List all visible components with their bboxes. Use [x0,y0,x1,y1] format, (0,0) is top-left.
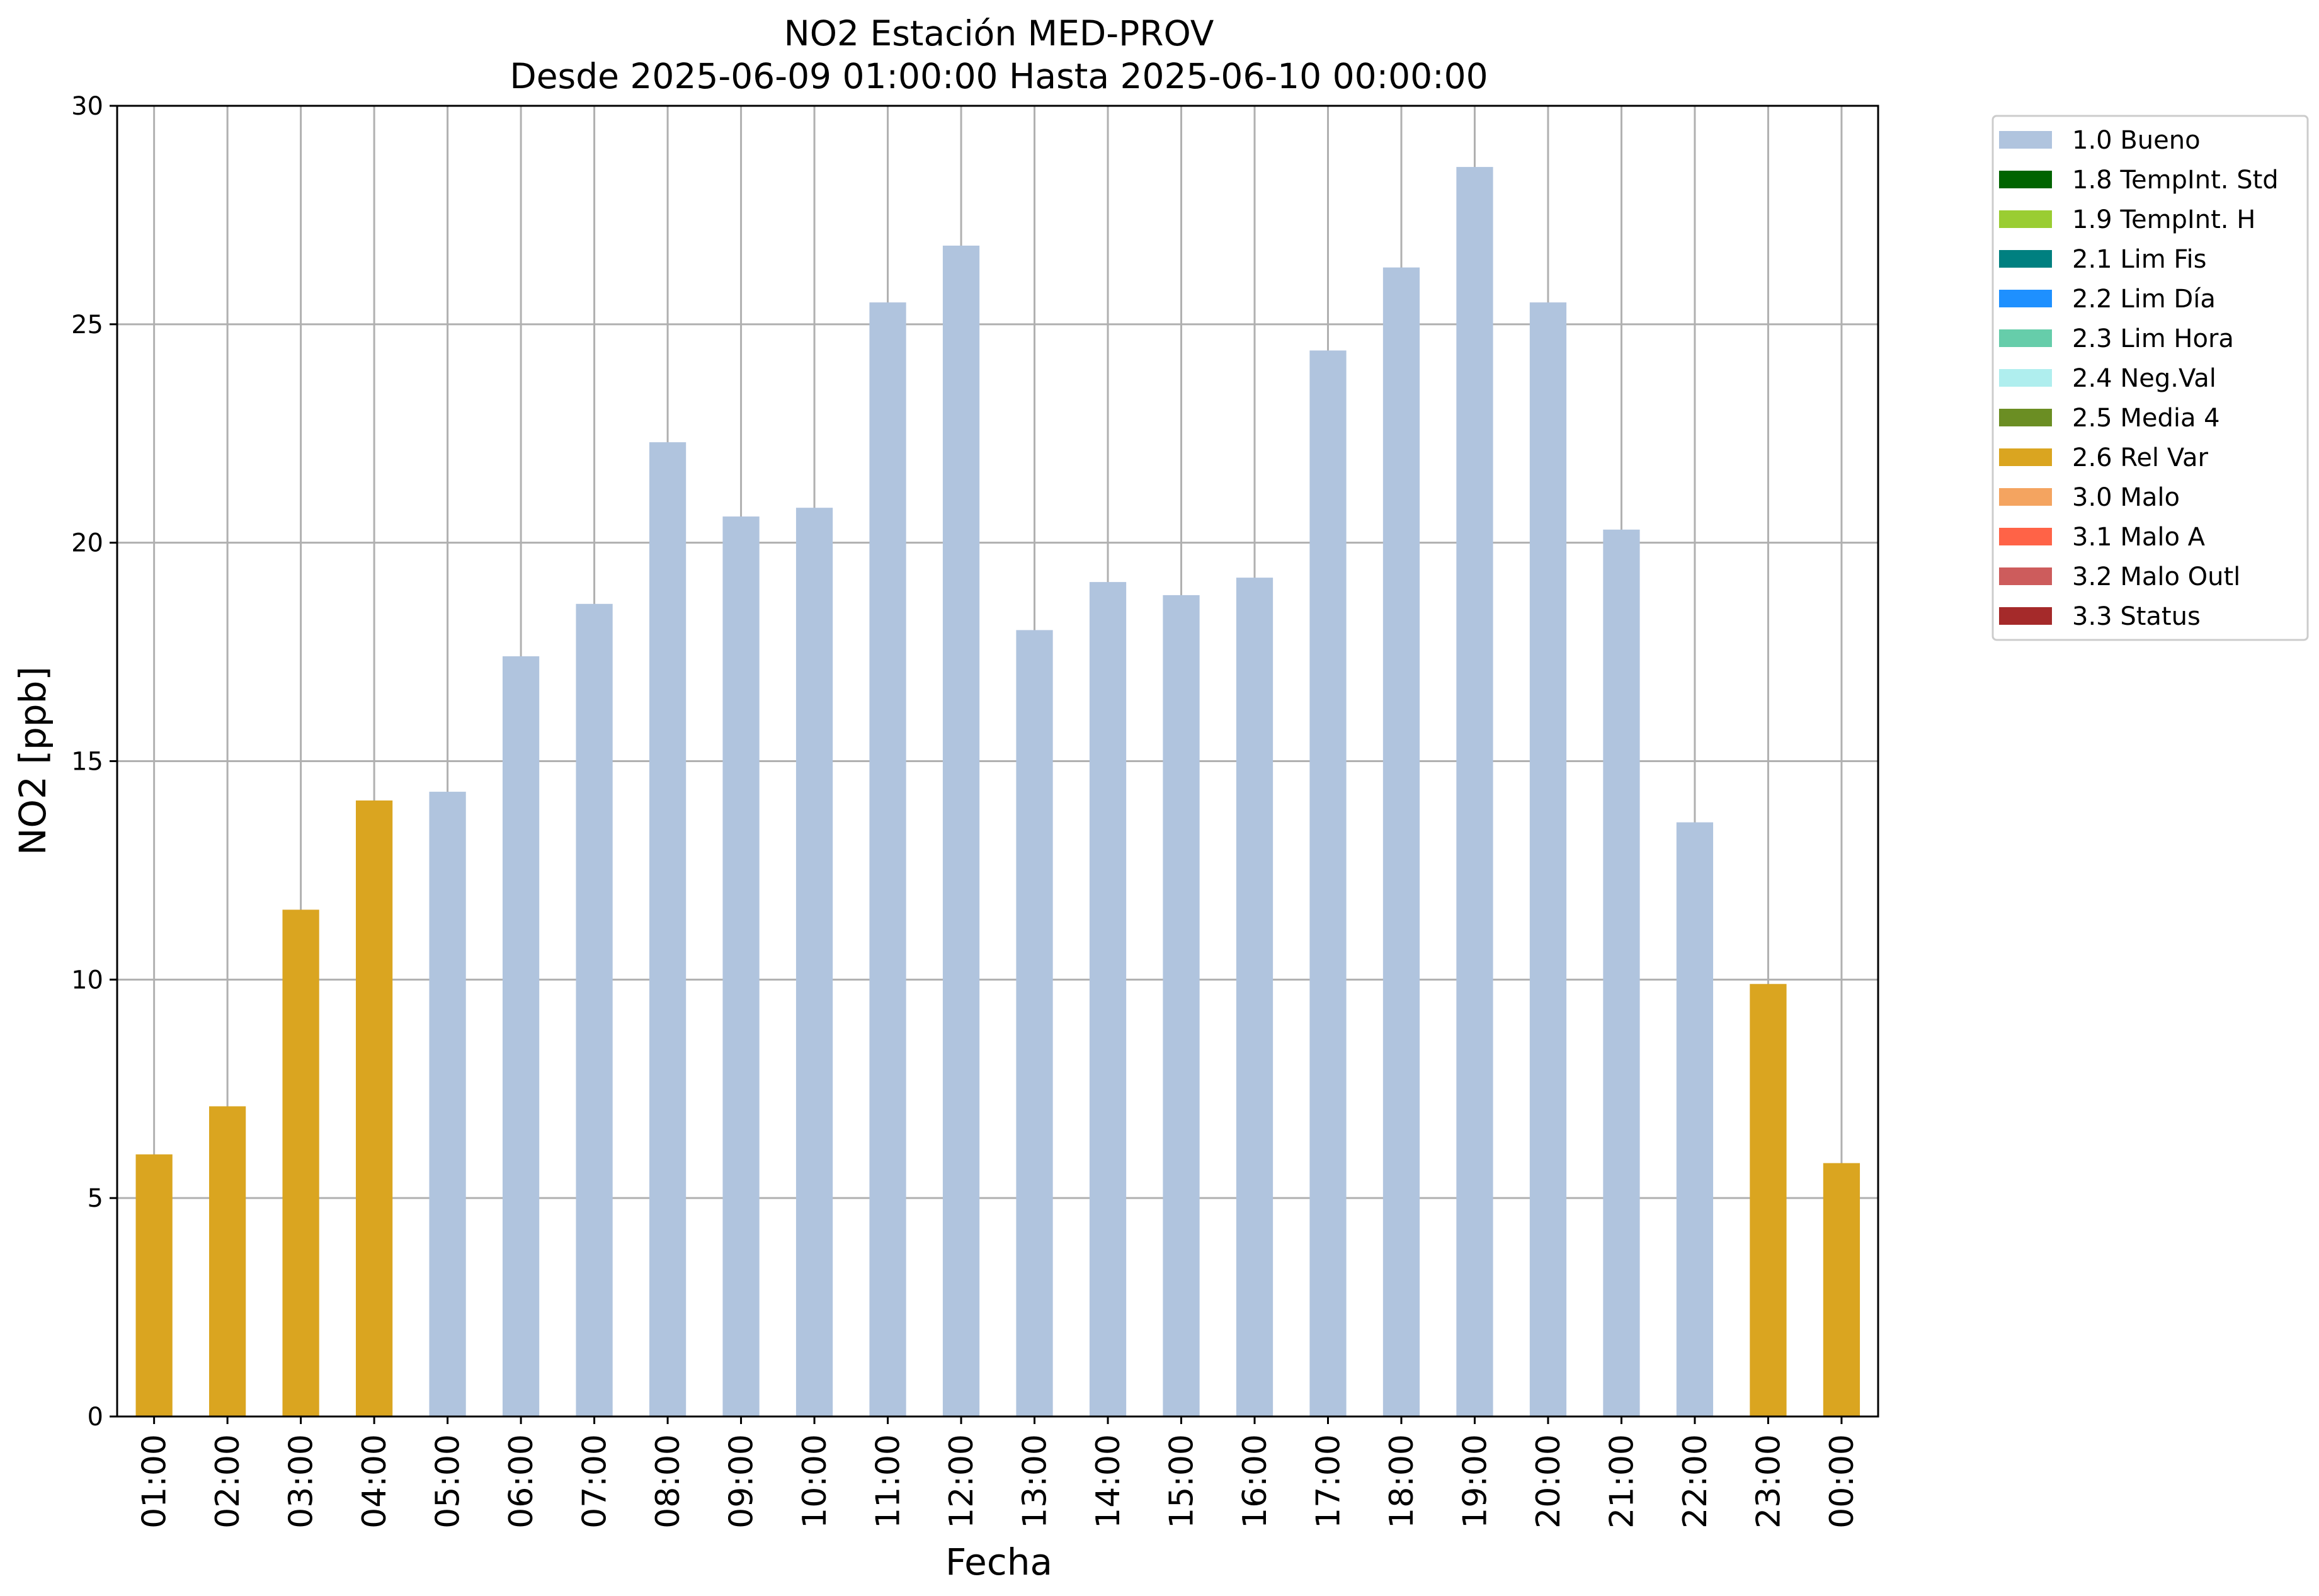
x-tick-label: 10:00 [796,1434,834,1529]
bar-1900 [1456,167,1493,1417]
x-tick-label: 07:00 [576,1434,614,1529]
x-tick-label: 06:00 [503,1434,540,1529]
legend-swatch [1999,329,2052,347]
legend-swatch [1999,131,2052,149]
legend-swatch [1999,409,2052,426]
legend-swatch [1999,528,2052,545]
bar-1300 [1016,630,1053,1416]
x-tick-label: 02:00 [209,1434,247,1529]
chart-title: NO2 Estación MED-PROV [784,13,1214,54]
x-tick-label: 14:00 [1090,1434,1127,1529]
x-tick-label: 01:00 [136,1434,174,1529]
bar-0200 [209,1106,246,1416]
bar-2300 [1750,984,1787,1416]
bar-series [135,167,1860,1417]
x-tick-label: 04:00 [356,1434,394,1529]
x-tick-label: 03:00 [283,1434,321,1529]
y-axis-ticks: 0 5 10 15 20 25 30 [71,92,117,1432]
y-tick-label: 25 [71,311,103,339]
legend-label: 3.0 Malo [2072,483,2180,512]
bar-0100 [135,1154,173,1416]
x-tick-label: 11:00 [870,1434,908,1529]
legend-swatch [1999,567,2052,585]
x-axis-label: Fecha [945,1541,1052,1583]
x-tick-label: 18:00 [1383,1434,1421,1529]
legend-label: 2.2 Lim Día [2072,285,2216,314]
legend-label: 2.6 Rel Var [2072,443,2209,472]
x-tick-label: 08:00 [649,1434,687,1529]
bar-2200 [1676,822,1714,1416]
legend-label: 1.9 TempInt. H [2072,205,2255,234]
y-tick-label: 5 [88,1184,103,1213]
y-tick-label: 15 [71,748,103,777]
bar-2100 [1603,529,1640,1416]
bar-1100 [869,302,906,1416]
bar-1700 [1309,350,1347,1416]
y-tick-label: 30 [71,92,103,121]
x-tick-label: 19:00 [1456,1434,1494,1529]
legend-label: 2.3 Lim Hora [2072,324,2234,353]
y-axis-label: NO2 [ppb] [11,666,54,855]
legend-swatch [1999,250,2052,268]
legend-label: 3.3 Status [2072,602,2201,631]
bar-0400 [355,800,393,1416]
bar-1200 [942,245,980,1416]
legend-frame [1991,115,2309,641]
x-tick-label: 05:00 [430,1434,467,1529]
x-tick-label: 13:00 [1017,1434,1054,1529]
x-tick-label: 00:00 [1823,1434,1861,1529]
legend-items: 1.0 Bueno 1.8 TempInt. Std 1.9 TempInt. H 2… [1999,126,2279,631]
legend-label: 3.1 Malo A [2072,523,2206,552]
y-tick-label: 10 [71,966,103,995]
x-tick-label: 09:00 [723,1434,761,1529]
bar-0700 [576,603,613,1416]
bar-1000 [795,508,833,1416]
x-tick-label: 22:00 [1677,1434,1714,1529]
legend-label: 2.1 Lim Fis [2072,245,2206,274]
legend-swatch [1999,290,2052,307]
legend-swatch [1999,369,2052,387]
legend-label: 2.5 Media 4 [2072,404,2220,433]
bar-0000 [1823,1163,1860,1416]
legend-label: 2.4 Neg.Val [2072,364,2216,393]
bar-0300 [282,909,319,1416]
x-tick-label: 12:00 [943,1434,981,1529]
legend-swatch [1999,448,2052,466]
legend-label: 1.0 Bueno [2072,126,2201,155]
x-tick-label: 21:00 [1603,1434,1641,1529]
legend-label: 1.8 TempInt. Std [2072,166,2279,195]
legend-swatch [1999,210,2052,228]
x-axis-ticks: 01:00 02:00 03:00 04:00 05:00 06:00 07:00 08:00… [136,1416,1861,1529]
x-tick-label: 23:00 [1750,1434,1787,1529]
bar-0900 [722,516,760,1417]
legend-label: 3.2 Malo Outl [2072,562,2240,591]
bar-0800 [649,442,687,1417]
legend-swatch [1999,488,2052,506]
x-tick-label: 16:00 [1236,1434,1274,1529]
chart-subtitle: Desde 2025-06-09 01:00:00 Hasta 2025-06-… [510,56,1488,96]
bar-1400 [1089,582,1127,1416]
x-tick-label: 15:00 [1163,1434,1201,1529]
y-tick-label: 20 [71,529,103,558]
legend-swatch [1999,607,2052,625]
legend-swatch [1999,171,2052,188]
bar-1600 [1236,578,1273,1417]
bar-2000 [1529,302,1567,1416]
bar-0500 [429,792,466,1416]
bar-0600 [502,656,540,1416]
bar-1500 [1163,595,1200,1416]
x-tick-label: 17:00 [1309,1434,1347,1529]
y-tick-label: 0 [88,1403,103,1432]
x-tick-label: 20:00 [1530,1434,1568,1529]
legend: 1.0 Bueno 1.8 TempInt. Std 1.9 TempInt. H 2… [1991,115,2309,641]
bar-1800 [1382,267,1420,1416]
